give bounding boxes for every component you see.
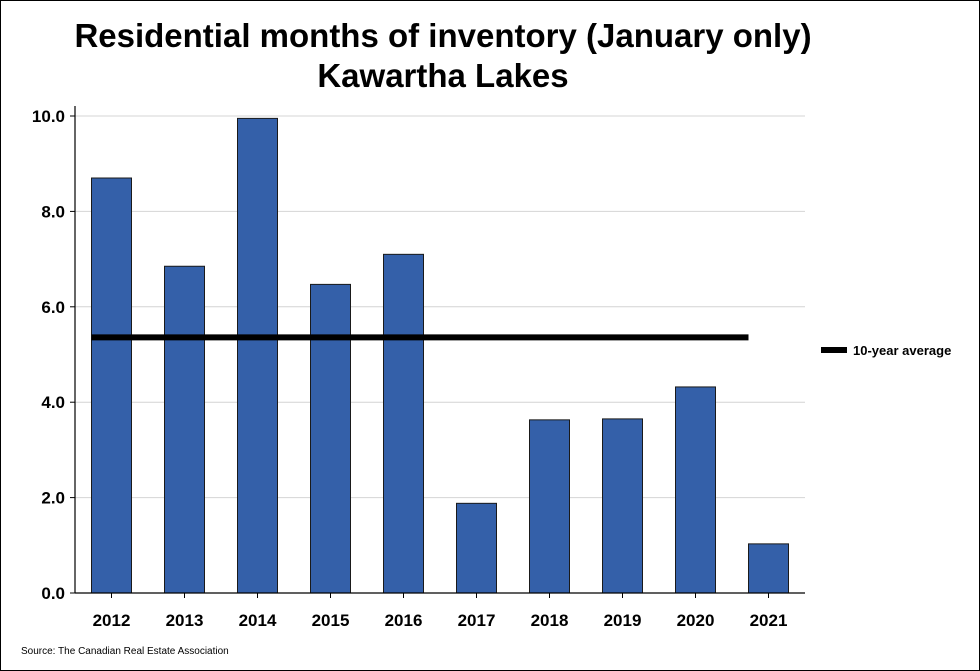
x-tick-label-2020: 2020 [677, 611, 715, 630]
bar-2017 [456, 502, 497, 594]
x-tick-label-2016: 2016 [385, 611, 423, 630]
y-tick-label-2: 4.0 [41, 393, 65, 412]
bar-2016 [383, 253, 424, 594]
y-tick-label-3: 6.0 [41, 298, 65, 317]
bar-2012 [91, 177, 132, 594]
x-tick-label-2018: 2018 [531, 611, 569, 630]
bar-2019 [602, 418, 643, 594]
y-tick-label-5: 10.0 [32, 107, 65, 126]
chart-subtitle: Kawartha Lakes [317, 57, 569, 94]
chart-title: Residential months of inventory (January… [74, 17, 812, 54]
x-tick-label-2021: 2021 [750, 611, 788, 630]
x-tick-label-2019: 2019 [604, 611, 642, 630]
x-tick-label-2013: 2013 [166, 611, 204, 630]
bar-2021 [748, 543, 789, 594]
x-tick-label-2014: 2014 [239, 611, 277, 630]
legend-label-average: 10-year average [853, 343, 951, 358]
source-note: Source: The Canadian Real Estate Associa… [21, 646, 229, 657]
x-tick-label-2015: 2015 [312, 611, 350, 630]
legend: 10-year average [821, 343, 951, 358]
y-tick-label-1: 2.0 [41, 489, 65, 508]
axes: 0.0 2.0 4.0 6.0 8.0 10.0 2012 2013 2014 2015 2016 2… [32, 106, 805, 630]
bar-2018 [529, 419, 570, 594]
bar-2014 [237, 117, 278, 594]
y-tick-label-4: 8.0 [41, 202, 65, 221]
x-tick-label-2012: 2012 [93, 611, 131, 630]
bars [91, 117, 789, 594]
x-tick-label-2017: 2017 [458, 611, 496, 630]
bar-2013 [164, 265, 205, 594]
bar-2020 [675, 386, 716, 594]
bar-2015 [310, 283, 351, 594]
y-tick-label-0: 0.0 [41, 584, 65, 603]
